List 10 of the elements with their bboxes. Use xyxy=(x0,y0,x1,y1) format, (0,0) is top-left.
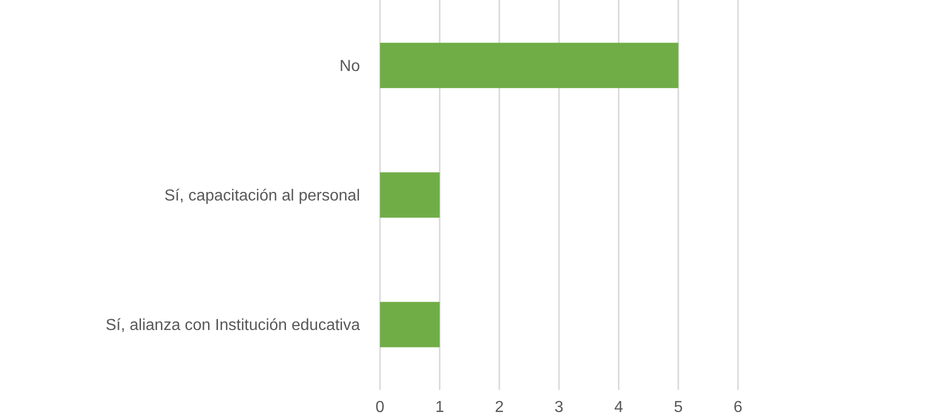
x-tick-label: 6 xyxy=(734,399,743,416)
x-tick-label: 2 xyxy=(494,399,504,416)
y-tick-label: Sí, capacitación al personal xyxy=(164,188,360,205)
y-tick-label: No xyxy=(340,58,360,76)
x-tick-label: 4 xyxy=(614,399,624,416)
y-tick-label: Sí, alianza con Institución educativa xyxy=(106,317,360,334)
x-tick-label: 5 xyxy=(674,399,683,416)
x-tick-label: 3 xyxy=(554,399,564,416)
x-tick-label: 1 xyxy=(435,399,444,416)
x-tick-label: 0 xyxy=(376,399,385,416)
